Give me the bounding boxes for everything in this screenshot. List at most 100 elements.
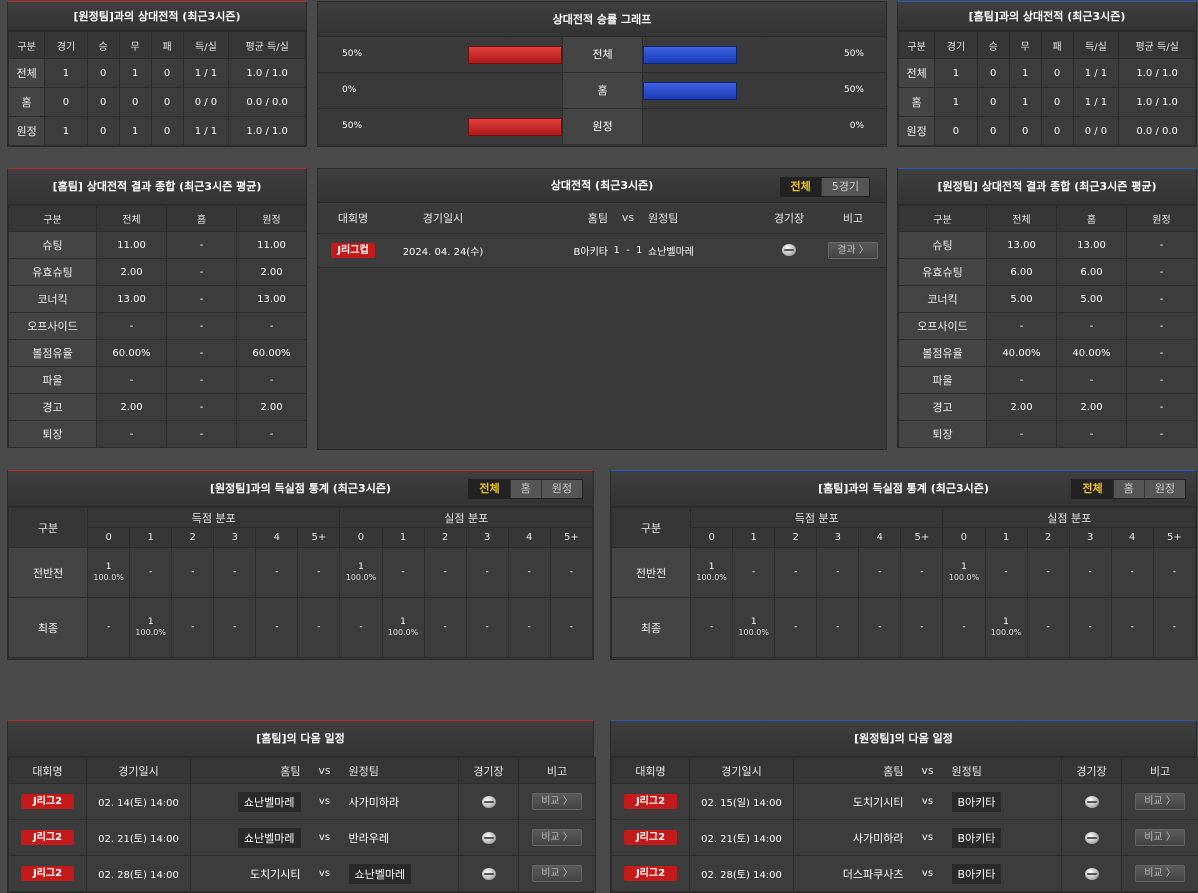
count-value: 1 <box>750 617 757 627</box>
home-team: 도치기시티 <box>249 867 301 881</box>
compare-button[interactable]: 비교 〉 <box>1135 793 1185 810</box>
soccer-ball-icon[interactable] <box>1084 795 1099 808</box>
league-badge[interactable]: J리그2 <box>623 830 678 845</box>
league-badge[interactable]: J리그2 <box>623 866 678 881</box>
next-away-table: 대회명 경기일시 홈팀 vs 원정팀 경기장 비고 J리그2 02. 15(일) 14:00 도치… <box>611 757 1198 892</box>
league-badge[interactable]: J리그2 <box>623 794 678 809</box>
distribution-cell: - <box>129 547 173 598</box>
compare-button[interactable]: 비교 〉 <box>532 793 582 810</box>
soccer-ball-icon[interactable] <box>481 795 496 808</box>
recent-h2h-title: 상대전적 (최근3시즌) 전체 5경기 <box>318 169 886 203</box>
tab-home[interactable]: 홈 <box>1112 480 1144 498</box>
count-value: - <box>527 567 531 577</box>
right-percent: 50% <box>843 85 864 95</box>
column-header: 평균 득/실 <box>228 31 306 59</box>
table-cell: 0 <box>1040 87 1074 117</box>
count-value: - <box>485 567 489 577</box>
table-cell: - <box>166 231 237 259</box>
table-cell: 0 <box>86 116 120 146</box>
row-label: 경고 <box>898 393 987 421</box>
next-away-title: [원정팀]의 다음 일정 <box>611 721 1196 757</box>
distribution-cell: - <box>549 547 594 598</box>
league-cell: J리그2 <box>611 819 690 856</box>
tab-all[interactable]: 전체 <box>780 178 821 196</box>
table-cell: 1 <box>934 58 978 88</box>
goals-home-tabs: 전체 홈 원정 <box>1071 479 1186 499</box>
soccer-ball-icon[interactable] <box>481 831 496 844</box>
left-bar <box>468 46 562 64</box>
tab-away[interactable]: 원정 <box>540 480 582 498</box>
header-row: 대회명 경기일시 홈팀 vs 원정팀 경기장 비고 <box>611 757 1198 784</box>
row-label: 홈 <box>897 87 936 117</box>
table-cell: 2.00 <box>236 393 307 421</box>
table-cell: 5.00 <box>1056 285 1127 313</box>
table-cell: - <box>236 420 307 448</box>
table-cell: - <box>166 258 237 286</box>
count-value: - <box>485 622 489 632</box>
table-cell: 0 <box>1008 116 1042 146</box>
compare-button[interactable]: 비교 〉 <box>532 829 582 846</box>
percent-value: 100.0% <box>387 628 419 637</box>
tab-all[interactable]: 전체 <box>1072 480 1113 498</box>
header-row: 대회명 경기일시 홈팀 vs 원정팀 경기장 비고 <box>318 203 886 233</box>
table-row: 경고 2.00-2.00 <box>8 393 307 421</box>
count-value: - <box>233 622 237 632</box>
table-cell: - <box>166 312 237 340</box>
away-team-cell: B아키타 <box>951 783 1062 820</box>
winrate-graph: 50% 50% 전체 0% 50% 홈 50% 0% 원정 <box>318 37 886 147</box>
column-header: 무 <box>1008 31 1042 59</box>
distribution-cell: - <box>549 597 594 658</box>
goal-count-header: 4 <box>858 527 902 548</box>
table-cell: - <box>236 366 307 394</box>
table-row: J리그2 02. 21(토) 14:00 쇼난벨마레 vs 반라우레 비교 〉 <box>8 819 596 856</box>
result-button[interactable]: 결과 〉 <box>828 241 878 259</box>
scored-distribution-header: 득점 분포 <box>87 507 341 528</box>
league-badge[interactable]: J리그2 <box>20 866 75 881</box>
distribution-cell: - <box>381 547 425 598</box>
header-row: 구분 득점 분포 실점 분포 <box>7 507 593 548</box>
compare-button[interactable]: 비교 〉 <box>1135 865 1185 882</box>
home-team: 사가미하라 <box>852 831 904 845</box>
count-value: 1 <box>961 562 967 572</box>
table-row: 전체 1 0 1 0 1 / 1 1.0 / 1.0 <box>897 58 1196 88</box>
count-value: - <box>794 622 798 632</box>
soccer-ball-icon[interactable] <box>1084 831 1099 844</box>
league-badge[interactable]: J리그컵 <box>331 242 375 258</box>
goal-count-header: 5+ <box>297 527 341 548</box>
away-summary-title: [원정팀] 상대전적 결과 종합 (최근3시즌 평균) <box>898 169 1196 205</box>
tab-home[interactable]: 홈 <box>509 480 541 498</box>
distribution-cell: 1 100.0% <box>339 547 383 598</box>
table-cell: 0 <box>976 58 1010 88</box>
compare-button[interactable]: 비교 〉 <box>532 865 582 882</box>
soccer-ball-icon[interactable] <box>481 867 496 880</box>
table-row: 퇴장 - - - <box>8 420 307 448</box>
tab-away[interactable]: 원정 <box>1143 480 1185 498</box>
count-value: - <box>191 567 195 577</box>
goal-count-header: 3 <box>816 527 860 548</box>
distribution-cell: - <box>942 597 986 658</box>
soccer-ball-icon[interactable] <box>782 244 796 256</box>
table-cell: 1 / 1 <box>1072 87 1120 117</box>
goal-count-header: 5+ <box>1152 527 1197 548</box>
league-badge[interactable]: J리그2 <box>20 794 75 809</box>
distribution-cell: - <box>213 597 257 658</box>
table-row: J리그2 02. 21(토) 14:00 사가미하라 vs B아키타 비교 〉 <box>611 819 1198 856</box>
table-row: 전반전 1 100.0% - - - - -1 100.0% - - - - - <box>610 547 1197 598</box>
tab-last-5[interactable]: 5경기 <box>820 178 869 196</box>
row-label: 최종 <box>7 597 89 658</box>
note-cell: 결과 〉 <box>820 232 886 268</box>
soccer-ball-icon[interactable] <box>1084 867 1099 880</box>
table-row: 전체 1 0 1 0 1 / 1 1.0 / 1.0 <box>7 58 306 88</box>
table-cell: - <box>96 312 167 340</box>
row-label: 전체 <box>897 58 936 88</box>
count-value: - <box>752 567 756 577</box>
count-value: - <box>233 567 237 577</box>
compare-button[interactable]: 비교 〉 <box>1135 829 1185 846</box>
row-header-label: 구분 <box>7 507 89 548</box>
column-header: vs <box>903 757 952 784</box>
league-badge[interactable]: J리그2 <box>20 830 75 845</box>
tab-all[interactable]: 전체 <box>469 480 510 498</box>
percent-value: 100.0% <box>948 573 980 582</box>
row-label: 볼점유율 <box>8 339 97 367</box>
